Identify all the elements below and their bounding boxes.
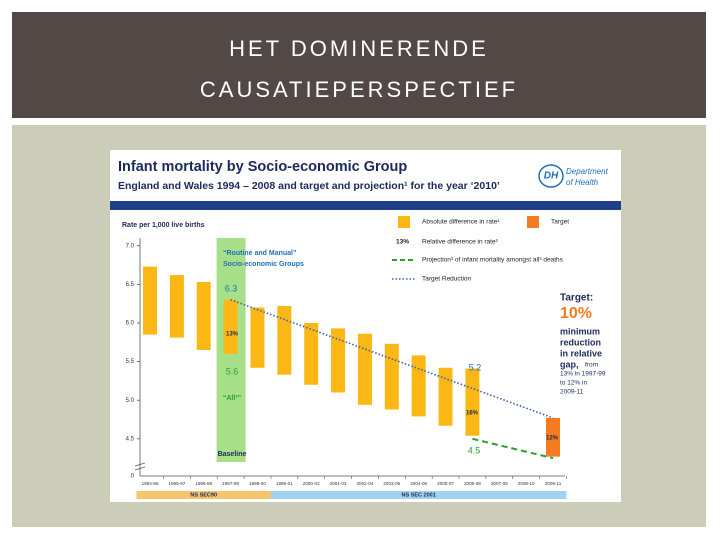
y-tick-label: 6.0 bbox=[126, 321, 135, 327]
range-bar bbox=[169, 275, 184, 338]
range-bar bbox=[438, 367, 453, 426]
value-annotation: 5.6 bbox=[226, 366, 239, 376]
era-band bbox=[136, 491, 271, 499]
y-tick-label: 7.0 bbox=[126, 243, 135, 249]
range-bar bbox=[277, 305, 292, 375]
slide-title: HET DOMINERENDE bbox=[229, 36, 489, 61]
value-annotation: 6.3 bbox=[225, 283, 238, 293]
x-tick-label: 1996-98 bbox=[195, 481, 212, 486]
chart-title: Infant mortality by Socio-economic Group bbox=[118, 159, 407, 175]
legend-label: Relative difference in rate² bbox=[422, 239, 499, 246]
logo-ring bbox=[538, 164, 564, 188]
target-line: reduction bbox=[560, 337, 601, 347]
legend-swatch bbox=[527, 216, 539, 228]
value-annotation: 5.2 bbox=[469, 362, 482, 372]
x-tick-label: 2009-11 bbox=[545, 481, 562, 486]
target-line: minimum bbox=[560, 326, 600, 336]
target-detail: 2009-11 bbox=[560, 389, 584, 396]
era-label: NS SEC90 bbox=[190, 492, 217, 498]
title-rule bbox=[110, 201, 621, 210]
era-label: NS SEC 2001 bbox=[402, 492, 436, 498]
highlight-text: “Routine and Manual” bbox=[223, 250, 297, 257]
y-tick-label: 5.0 bbox=[126, 398, 135, 404]
range-bar bbox=[357, 333, 372, 405]
highlight-text: Baseline bbox=[218, 451, 247, 458]
range-bar bbox=[196, 282, 211, 350]
x-tick-label: 2008-10 bbox=[518, 481, 535, 486]
target-detail: 13% in 1997-99 bbox=[560, 371, 606, 378]
range-bar bbox=[384, 343, 399, 410]
projection-line bbox=[230, 299, 554, 419]
y-tick-label: 4.5 bbox=[126, 436, 135, 442]
range-bar bbox=[304, 322, 319, 385]
value-annotation: 12% bbox=[546, 436, 559, 442]
y-tick-label: 5.5 bbox=[126, 359, 135, 365]
range-bar bbox=[331, 328, 346, 393]
target-percent: 10% bbox=[560, 305, 592, 322]
target-head: Target: bbox=[560, 293, 593, 304]
range-bar bbox=[223, 299, 238, 354]
highlight-text: “All³” bbox=[223, 395, 241, 402]
x-tick-label: 1995-97 bbox=[168, 481, 185, 486]
y-tick-label: 6.5 bbox=[126, 282, 135, 288]
chart-subtitle: England and Wales 1994 – 2008 and target… bbox=[118, 180, 500, 192]
legend-label: Projection³ of infant mortality amongst … bbox=[422, 257, 564, 264]
legend-label: Target Reduction bbox=[422, 276, 472, 283]
legend-label: Target bbox=[551, 219, 569, 226]
x-tick-label: 2003-05 bbox=[383, 481, 400, 486]
range-bar bbox=[411, 355, 426, 417]
x-tick-label: 2007-09 bbox=[491, 481, 508, 486]
axis-break bbox=[134, 462, 146, 471]
x-tick-label: 2002-04 bbox=[357, 481, 374, 486]
y-axis-label: Rate per 1,000 live births bbox=[122, 222, 205, 229]
logo-text: Department bbox=[566, 167, 609, 176]
range-bar bbox=[250, 307, 265, 368]
range-bar bbox=[546, 417, 560, 457]
logo-mark: DH bbox=[544, 171, 559, 182]
x-tick-label: 2006-08 bbox=[464, 481, 481, 486]
x-tick-label: 2001-03 bbox=[330, 481, 347, 486]
highlight-text: Socio-economic Groups bbox=[223, 261, 304, 268]
header-band bbox=[12, 12, 706, 118]
x-tick-label: 1997-99 bbox=[222, 481, 239, 486]
value-annotation: 4.5 bbox=[468, 445, 481, 455]
legend-sample: 13% bbox=[396, 239, 409, 246]
x-tick-label: 2000-02 bbox=[303, 481, 320, 486]
era-band bbox=[270, 491, 567, 499]
target-line: gap, bbox=[560, 359, 579, 369]
range-bar bbox=[465, 368, 480, 436]
legend-swatch bbox=[398, 216, 410, 228]
x-tick-label: 1998-00 bbox=[249, 481, 266, 486]
range-bar bbox=[143, 266, 157, 335]
value-annotation: 13% bbox=[226, 332, 239, 338]
value-annotation: 16% bbox=[466, 411, 479, 417]
logo-text: of Health bbox=[566, 178, 599, 187]
legend-label: Absolute difference in rate¹ bbox=[422, 219, 500, 226]
x-tick-label: 1999-01 bbox=[276, 481, 293, 486]
target-line: in relative bbox=[560, 348, 602, 358]
x-tick-label: 2004-06 bbox=[410, 481, 427, 486]
target-detail: from bbox=[585, 362, 598, 369]
projection-line bbox=[472, 437, 554, 460]
y-break-label: 0 bbox=[131, 474, 135, 480]
target-detail: to 12% in bbox=[560, 380, 587, 387]
slide-title: CAUSATIEPERSPECTIEF bbox=[200, 77, 518, 102]
x-tick-label: 2005-07 bbox=[437, 481, 454, 486]
x-tick-label: 1994-96 bbox=[142, 481, 159, 486]
